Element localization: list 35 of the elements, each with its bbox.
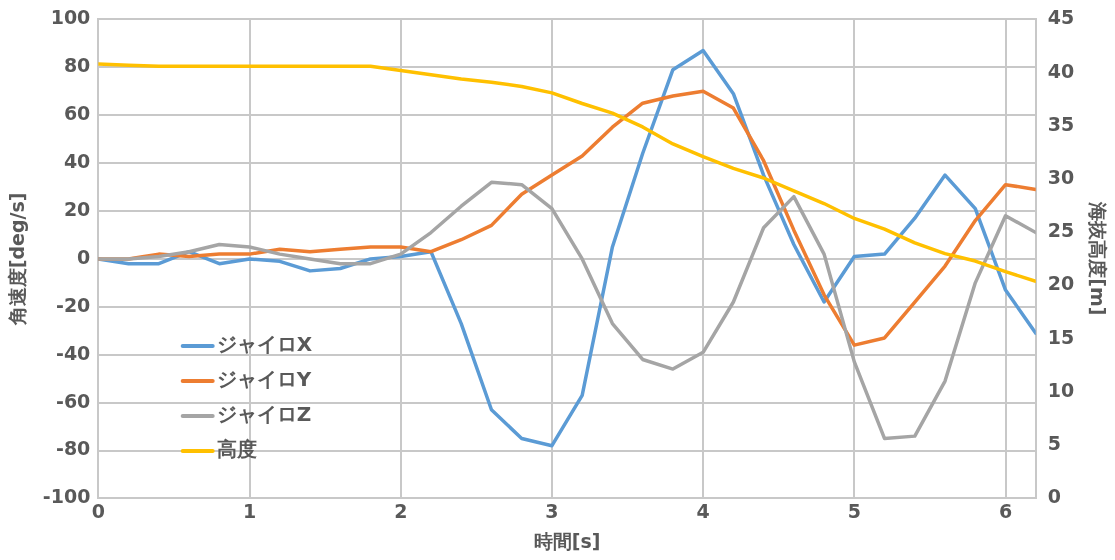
y2-tick-label: 45	[1047, 6, 1075, 29]
y2-tick-label: 35	[1047, 112, 1075, 135]
legend-label: 高度	[216, 437, 257, 462]
y2-tick-label: 10	[1047, 378, 1075, 401]
legend-label: ジャイロZ	[216, 402, 312, 427]
y2-tick-label: 0	[1047, 485, 1061, 508]
y-tick-label: 20	[63, 197, 91, 220]
x-tick-label: 5	[847, 499, 861, 522]
x-tick-label: 3	[545, 499, 559, 522]
y2-tick-label: 20	[1047, 272, 1075, 295]
y-tick-label: -100	[42, 485, 91, 508]
x-tick-label: 1	[242, 499, 257, 522]
y-tick-label: 0	[77, 245, 91, 268]
y-tick-label: 100	[50, 6, 91, 29]
y-tick-label: -80	[56, 437, 91, 460]
legend-label: ジャイロY	[216, 367, 312, 392]
y2-tick-label: 15	[1047, 325, 1075, 348]
x-tick-label: 4	[696, 499, 710, 522]
x-tick-label: 0	[91, 499, 105, 522]
y2-axis-title: 海抜高度[m]	[1086, 201, 1109, 316]
x-axis-title: 時間[s]	[533, 529, 601, 552]
y2-tick-label: 5	[1047, 432, 1061, 455]
y2-tick-label: 40	[1047, 59, 1075, 82]
legend-label: ジャイロX	[216, 332, 313, 357]
y-tick-label: 80	[63, 54, 91, 77]
y-tick-label: -60	[56, 389, 91, 412]
y-tick-label: 60	[63, 102, 91, 125]
x-tick-label: 2	[394, 499, 408, 522]
y-tick-label: -40	[56, 341, 91, 364]
y-tick-label: 40	[63, 150, 91, 173]
x-tick-label: 6	[998, 499, 1013, 522]
y2-tick-label: 30	[1047, 166, 1075, 188]
y-tick-label: -20	[56, 293, 91, 316]
y-axis-title: 角速度[deg/s]	[6, 192, 29, 327]
y2-tick-label: 25	[1047, 219, 1075, 242]
